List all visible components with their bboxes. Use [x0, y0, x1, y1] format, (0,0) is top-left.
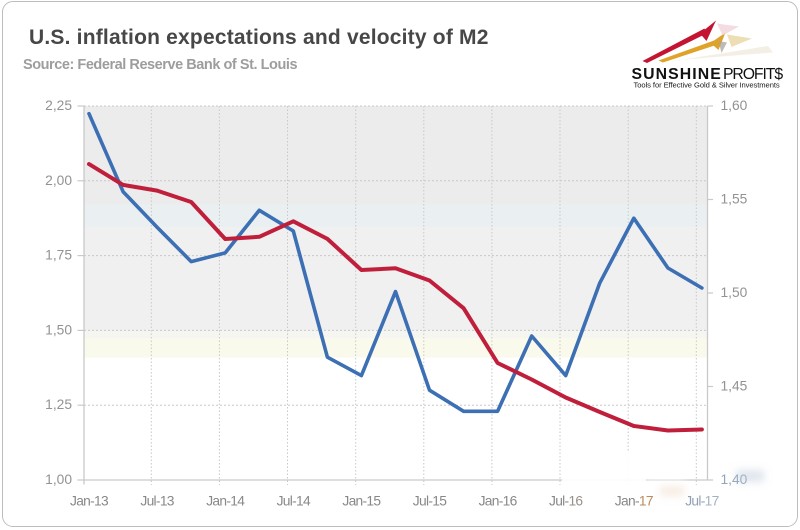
- svg-text:Jul-16: Jul-16: [549, 493, 583, 508]
- svg-text:Jul-13: Jul-13: [140, 493, 174, 508]
- svg-text:1,75: 1,75: [45, 248, 72, 263]
- svg-text:2,25: 2,25: [45, 98, 72, 113]
- svg-text:1,25: 1,25: [45, 397, 72, 412]
- svg-text:Jan-15: Jan-15: [342, 493, 381, 508]
- svg-text:Jan-16: Jan-16: [479, 493, 518, 508]
- svg-text:Jul-15: Jul-15: [413, 493, 447, 508]
- svg-text:1,00: 1,00: [45, 472, 72, 487]
- svg-text:1,55: 1,55: [721, 192, 748, 207]
- svg-text:1,60: 1,60: [721, 98, 748, 113]
- svg-text:1,50: 1,50: [721, 285, 748, 300]
- svg-text:SUNSHINE: SUNSHINE: [632, 66, 722, 83]
- svg-text:Jul-14: Jul-14: [277, 493, 311, 508]
- svg-text:2,00: 2,00: [45, 173, 72, 188]
- svg-text:1,45: 1,45: [721, 379, 748, 394]
- svg-text:Jul-17: Jul-17: [685, 493, 718, 508]
- svg-text:Tools for Effective Gold & Sil: Tools for Effective Gold & Silver Invest…: [634, 81, 780, 90]
- svg-text:Jan-17: Jan-17: [615, 493, 653, 508]
- svg-text:Jan-13: Jan-13: [70, 493, 109, 508]
- svg-text:1,50: 1,50: [45, 322, 72, 337]
- svg-text:PROFIT$: PROFIT$: [723, 66, 783, 83]
- svg-text:Jan-14: Jan-14: [206, 493, 245, 508]
